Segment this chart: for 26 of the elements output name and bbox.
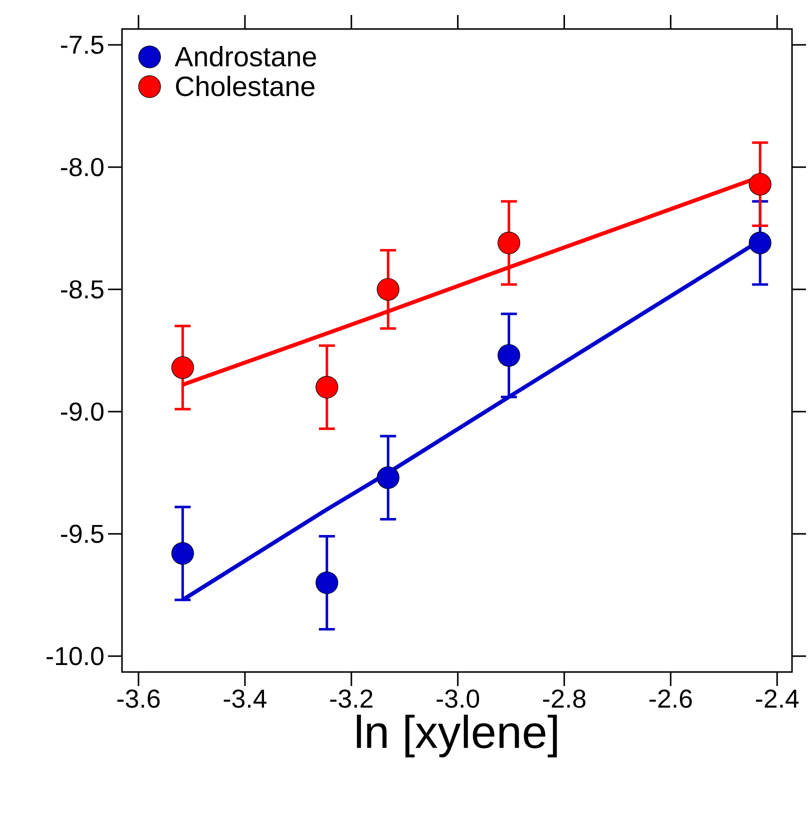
point — [498, 232, 520, 254]
x-axis-title: ln [xylene] — [356, 714, 557, 758]
x-tick-label: -3.0 — [436, 690, 480, 708]
y-tick-label: -7.5 — [61, 36, 104, 54]
y-tick-label: -8.5 — [61, 280, 104, 299]
y-tick-label: -10.0 — [46, 646, 104, 666]
x-tick-label: -2.8 — [543, 690, 586, 708]
y-tick-label: -9.5 — [61, 524, 104, 544]
point — [498, 344, 520, 367]
x-tick-label: -2.6 — [650, 690, 692, 708]
point — [748, 232, 772, 254]
legend-label: Androstane — [174, 46, 316, 67]
point — [316, 571, 338, 594]
x-tick-label: -3.2 — [330, 690, 372, 708]
y-tick-label: -9.0 — [61, 402, 104, 421]
x-tick-label: -2.4 — [756, 690, 799, 708]
point — [376, 278, 400, 301]
point — [748, 172, 772, 196]
point — [376, 466, 400, 489]
point — [171, 356, 194, 379]
x-tick-label: -3.4 — [224, 690, 266, 708]
y-tick-label: -8.0 — [61, 158, 104, 176]
legend-label: Cholestane — [176, 76, 314, 96]
x-tick-label: -3.6 — [117, 690, 160, 708]
point — [171, 542, 194, 565]
point — [316, 376, 338, 398]
